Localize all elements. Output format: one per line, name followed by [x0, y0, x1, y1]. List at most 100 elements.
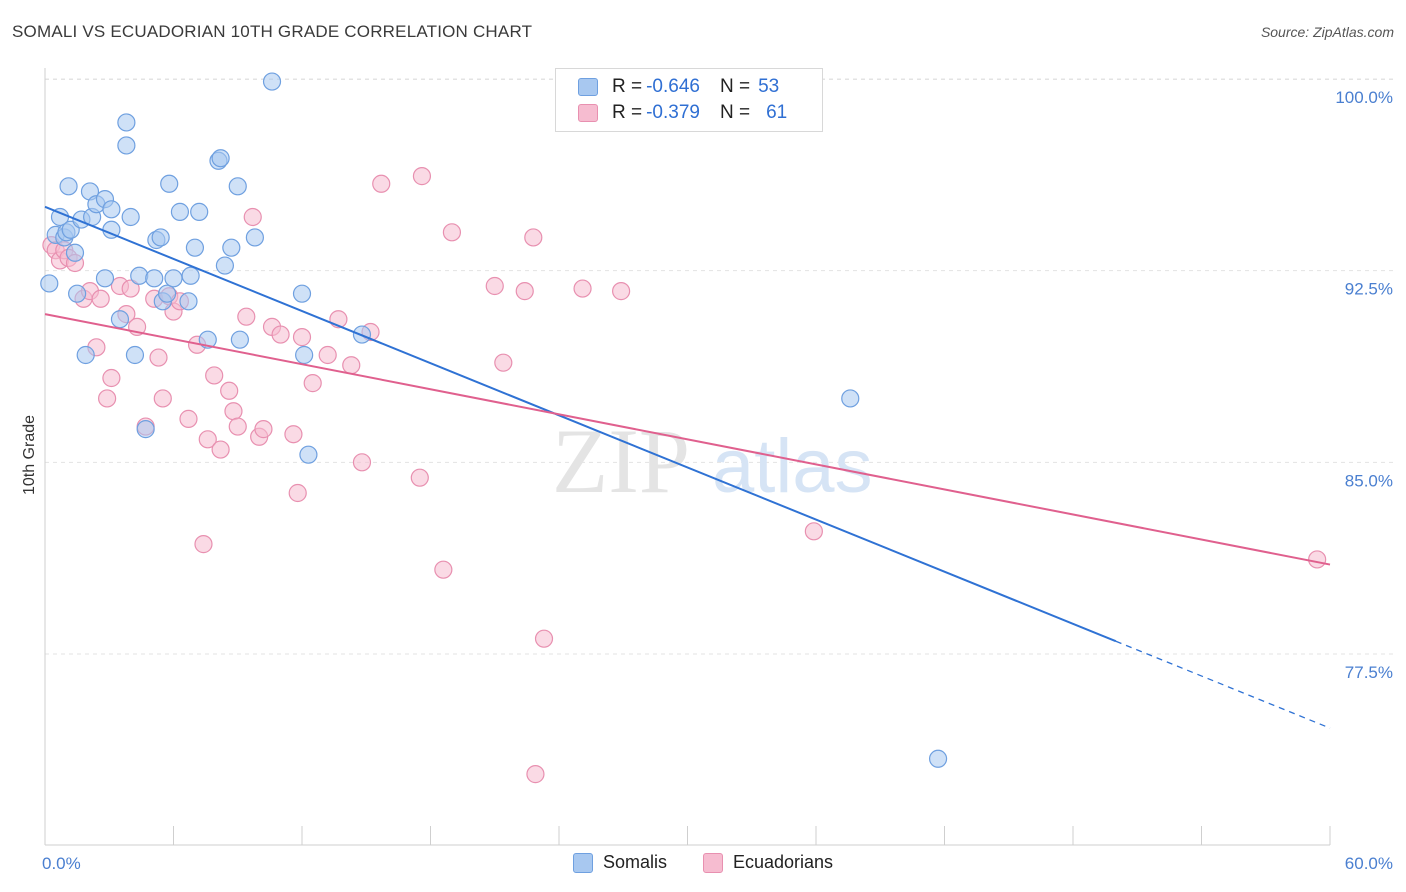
- ecuadorian-point: [194, 535, 213, 554]
- somali-point: [181, 266, 200, 285]
- ecuadorian-point: [342, 356, 361, 375]
- ecuadorian-point: [303, 374, 322, 393]
- somali-swatch: [578, 78, 598, 96]
- x-tick-label-max: 60.0%: [1345, 854, 1393, 873]
- ecuadorian-point: [412, 167, 432, 186]
- somali-point: [65, 243, 85, 262]
- somali-r-label: R =: [612, 76, 643, 97]
- ecuadorian-n-label: N =: [719, 102, 751, 123]
- somali-point: [40, 274, 59, 293]
- ecuadorian-point: [228, 417, 247, 436]
- ecuadorian-point: [153, 389, 172, 408]
- ecuadorian-point: [220, 381, 239, 400]
- ecuadorian-point: [1308, 550, 1327, 569]
- somali-point: [164, 269, 183, 288]
- y-axis-label: 10th Grade: [21, 415, 38, 495]
- somali-point: [121, 207, 140, 227]
- watermark-atlas: atlas: [712, 424, 873, 509]
- somali-point: [110, 310, 130, 329]
- somali-point: [190, 202, 209, 221]
- somali-point: [59, 177, 78, 196]
- ecuadorian-point: [91, 289, 110, 308]
- y-tick-label: 92.5%: [1345, 280, 1393, 299]
- somalis-label: Somalis: [602, 852, 667, 872]
- ecuadorian-point: [485, 276, 504, 296]
- somali-point: [299, 445, 318, 464]
- somali-point: [102, 200, 121, 219]
- somali-point: [228, 177, 247, 196]
- y-tick-label: 77.5%: [1345, 663, 1393, 682]
- tick-labels: 100.0% 92.5% 85.0% 77.5% 0.0% 60.0%: [42, 88, 1393, 873]
- ecuadorian-point: [149, 348, 168, 367]
- ecuadorian-point: [804, 522, 823, 541]
- somali-point: [230, 330, 249, 349]
- ecuadorian-point: [254, 420, 273, 439]
- ecuadorian-point: [534, 629, 554, 648]
- ecuadorian-point: [284, 425, 303, 444]
- legend-item-somalis[interactable]: Somalis: [572, 852, 667, 873]
- legend-row-ecuadorian: R = -0.379 N = 61: [578, 102, 787, 124]
- ecuadorian-point: [205, 366, 224, 385]
- somali-point: [841, 389, 860, 408]
- ecuadorian-point: [442, 223, 462, 242]
- ecuadorian-point: [288, 483, 307, 503]
- ecuadorian-point: [352, 453, 372, 472]
- ecuadorian-point: [515, 282, 534, 301]
- ecuadorian-r-value: -0.379: [646, 102, 700, 123]
- trend-lines: [44, 205, 1331, 729]
- somali-point: [215, 256, 234, 275]
- somali-point: [211, 149, 230, 168]
- somali-point: [145, 269, 164, 288]
- ecuadorian-point: [573, 279, 592, 298]
- somali-point: [245, 228, 264, 247]
- somali-point: [185, 238, 205, 257]
- y-tick-label: 85.0%: [1345, 471, 1393, 490]
- source-label: Source: ZipAtlas.com: [1260, 24, 1394, 40]
- legend-item-ecuadorians[interactable]: Ecuadorians: [702, 852, 834, 873]
- ecuadorian-point: [102, 368, 121, 388]
- somali-point: [125, 345, 145, 365]
- ecuadorian-trend-line: [44, 313, 1331, 566]
- somali-point: [160, 174, 179, 193]
- ecuadorian-point: [237, 307, 256, 326]
- grid-lines: [45, 78, 1395, 655]
- ecuadorians-label: Ecuadorians: [732, 852, 834, 872]
- somali-point: [198, 330, 217, 349]
- somali-point: [292, 284, 312, 303]
- somali-n-value: 53: [758, 76, 780, 97]
- ecuadorian-point: [372, 174, 391, 193]
- watermark: ZIP atlas: [552, 410, 873, 512]
- stats-legend: R = -0.646 N = 53 R = -0.379 N = 61: [555, 68, 823, 132]
- somali-point: [95, 269, 115, 288]
- ecuadorian-point: [292, 328, 312, 347]
- ecuadorian-point: [318, 345, 337, 365]
- chart-title: SOMALI VS ECUADORIAN 10TH GRADE CORRELAT…: [12, 22, 533, 41]
- ecuadorian-r-label: R =: [612, 102, 643, 123]
- somali-point: [928, 749, 948, 768]
- somalis-swatch: [572, 852, 593, 873]
- somali-trend-extension: [1115, 640, 1331, 729]
- somali-point: [130, 266, 149, 285]
- y-tick-label: 100.0%: [1335, 88, 1393, 107]
- axes: [44, 68, 1331, 846]
- ecuadorians-swatch: [702, 852, 723, 873]
- somali-point: [170, 202, 190, 221]
- ecuadorian-n-value: 61: [766, 102, 788, 123]
- ecuadorian-point: [198, 430, 217, 449]
- ecuadorian-point: [410, 468, 429, 487]
- somali-r-value: -0.646: [646, 76, 700, 97]
- ecuadorian-point: [211, 440, 230, 459]
- somali-point: [117, 113, 136, 132]
- somali-points: [40, 72, 948, 768]
- ecuadorian-point: [612, 282, 631, 301]
- ecuadorian-point: [494, 353, 513, 372]
- somali-point: [157, 284, 177, 303]
- ecuadorian-swatch: [578, 104, 598, 122]
- somali-point: [151, 228, 170, 247]
- somali-n-label: N =: [719, 76, 751, 97]
- ecuadorian-point: [98, 389, 117, 408]
- x-tick-label-min: 0.0%: [42, 854, 81, 873]
- ecuadorian-point: [121, 279, 140, 298]
- somali-point: [68, 284, 87, 303]
